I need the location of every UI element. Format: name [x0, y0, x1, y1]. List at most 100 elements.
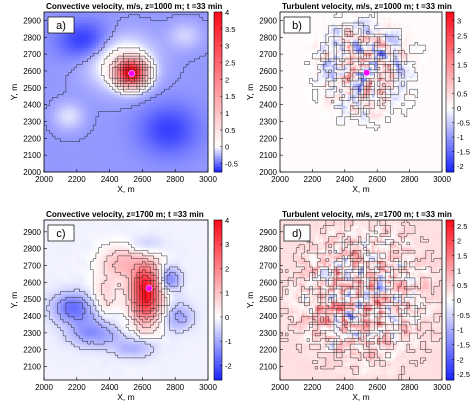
heatmap-cell [156, 155, 160, 159]
heatmap-cell [79, 144, 83, 148]
heatmap-cell [167, 111, 171, 115]
heatmap-cell [112, 47, 116, 52]
heatmap-cell [106, 149, 110, 154]
heatmap-cell [128, 17, 132, 21]
heatmap-cell [167, 39, 171, 43]
heatmap-cell [409, 25, 413, 29]
heatmap-cell [90, 155, 94, 159]
heatmap-cell [134, 144, 138, 148]
heatmap-cell [150, 14, 154, 18]
heatmap-cell [52, 42, 56, 46]
heatmap-cell [52, 61, 56, 65]
heatmap-cell [164, 39, 168, 43]
heatmap-cell [352, 72, 356, 76]
heatmap-cell [44, 45, 48, 49]
heatmap-cell [199, 166, 203, 170]
heatmap-cell [46, 125, 50, 129]
heatmap-cell [139, 136, 143, 140]
heatmap-cell [54, 155, 59, 159]
heatmap-cell [339, 25, 343, 29]
heatmap-cell [117, 97, 121, 101]
heatmap-cell [46, 138, 50, 143]
heatmap-cell [87, 75, 91, 79]
heatmap-cell [136, 67, 141, 71]
heatmap-cell [65, 141, 69, 145]
heatmap-cell [112, 45, 116, 49]
heatmap-cell [342, 25, 346, 29]
heatmap-cell [60, 64, 64, 68]
heatmap-cell [63, 169, 67, 173]
heatmap-cell [188, 50, 192, 54]
heatmap-cell [95, 25, 100, 29]
heatmap-cell [120, 105, 124, 109]
heatmap-cell [153, 97, 157, 101]
heatmap-cell [161, 122, 165, 126]
heatmap-cell [323, 17, 327, 21]
heatmap-cell [44, 116, 48, 120]
heatmap-cell [169, 75, 173, 79]
heatmap-cell [428, 58, 432, 63]
heatmap-cell [120, 114, 124, 118]
heatmap-cell [49, 83, 53, 87]
heatmap-cell [68, 166, 72, 170]
heatmap-cell [153, 103, 157, 107]
heatmap-cell [344, 39, 348, 43]
heatmap-cell [112, 39, 116, 43]
heatmap-cell [309, 20, 313, 24]
heatmap-cell [95, 45, 100, 49]
heatmap-cell [161, 53, 165, 57]
heatmap-cell [98, 64, 102, 68]
heatmap-cell [101, 160, 105, 165]
heatmap-cell [136, 83, 141, 87]
heatmap-cell [126, 136, 130, 140]
heatmap-cell [109, 136, 113, 140]
heatmap-cell [150, 47, 154, 52]
heatmap-cell [120, 160, 124, 165]
heatmap-cell [117, 17, 121, 21]
heatmap-cell [344, 36, 348, 40]
heatmap-cell [323, 42, 327, 46]
heatmap-cell [139, 169, 143, 173]
heatmap-cell [126, 163, 130, 167]
heatmap-cell [355, 36, 359, 40]
heatmap-cell [46, 136, 50, 140]
heatmap-cell [76, 160, 80, 165]
heatmap-cell [65, 89, 69, 93]
heatmap-cell [60, 67, 64, 71]
heatmap-cell [377, 42, 381, 46]
heatmap-cell [145, 158, 149, 162]
heatmap-cell [288, 69, 292, 74]
heatmap-cell [65, 42, 69, 46]
heatmap-cell [76, 34, 80, 38]
heatmap-cell [90, 94, 94, 98]
heatmap-cell [106, 122, 110, 126]
heatmap-cell [74, 160, 78, 165]
heatmap-cell [76, 28, 80, 32]
heatmap-cell [126, 34, 130, 38]
heatmap-cell [85, 169, 89, 173]
heatmap-cell [191, 17, 195, 21]
heatmap-cell [139, 158, 143, 162]
colorbar: 43.532.521.510.50-0.5 [213, 8, 238, 173]
heatmap-cell [161, 100, 165, 104]
heatmap-cell [158, 17, 162, 21]
heatmap-cell [131, 97, 135, 101]
heatmap-cell [188, 122, 192, 126]
heatmap-cell [158, 147, 162, 151]
heatmap-cell [379, 28, 383, 32]
heatmap-cell [126, 130, 130, 134]
heatmap-cell [197, 166, 201, 170]
heatmap-cell [175, 116, 179, 120]
heatmap-cell [205, 86, 209, 90]
heatmap-cell [120, 141, 124, 145]
heatmap-cell [361, 61, 365, 65]
heatmap-cell [431, 56, 435, 60]
heatmap-cell [293, 45, 297, 49]
heatmap-cell [104, 114, 108, 118]
heatmap-cell [65, 45, 69, 49]
heatmap-cell [404, 17, 408, 21]
heatmap-cell [180, 56, 184, 60]
heatmap-cell [393, 47, 397, 52]
heatmap-cell [120, 12, 124, 16]
heatmap-cell [328, 14, 332, 18]
